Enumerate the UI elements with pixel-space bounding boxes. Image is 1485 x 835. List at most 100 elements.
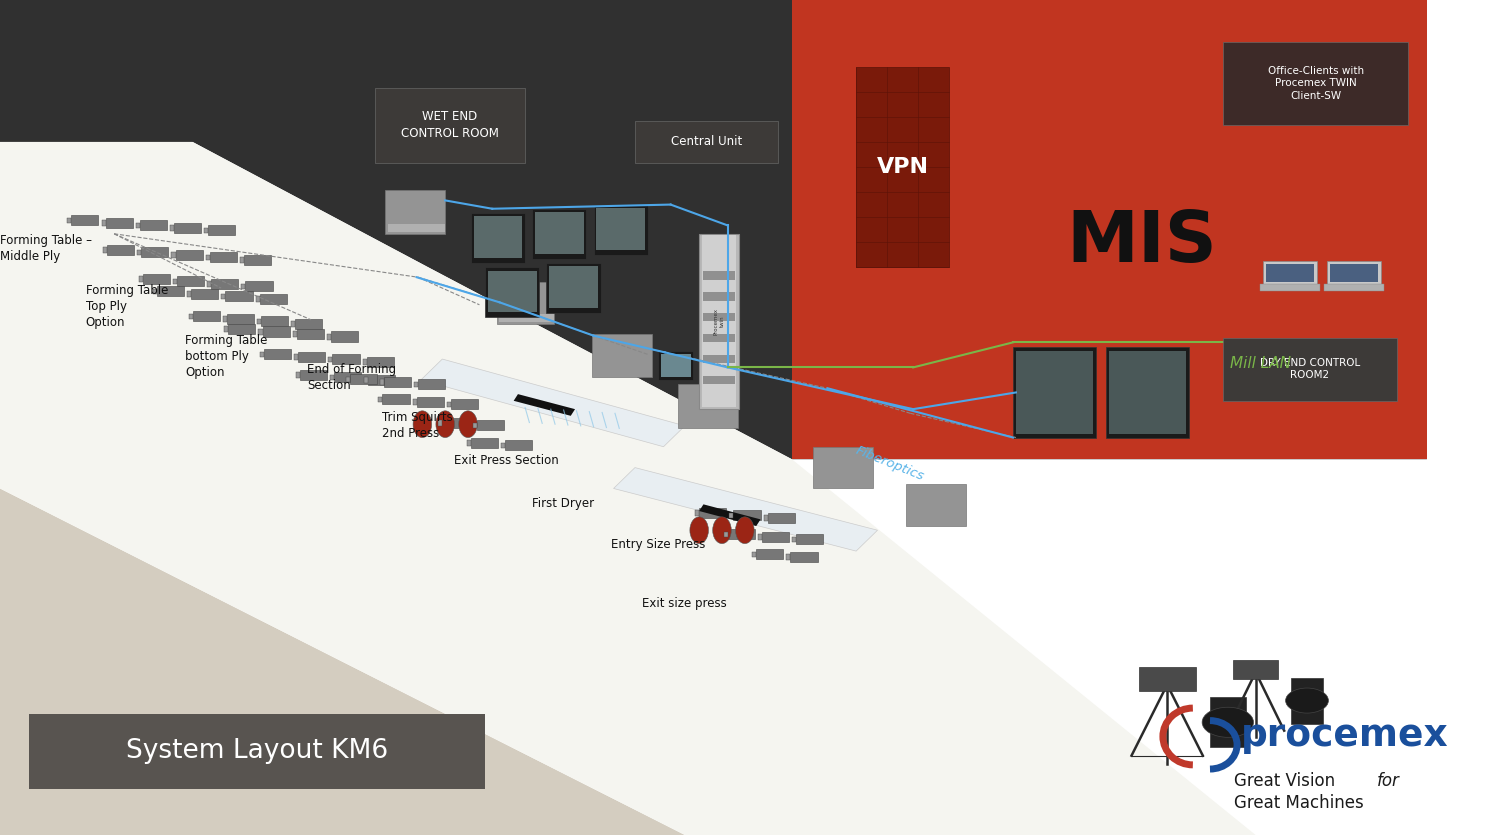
Ellipse shape — [413, 411, 432, 438]
Bar — [1262, 261, 1317, 284]
Bar — [792, 537, 796, 543]
Bar — [328, 357, 333, 362]
Bar — [658, 351, 693, 380]
Bar — [796, 534, 823, 544]
Polygon shape — [420, 359, 685, 447]
Bar — [241, 257, 244, 263]
Bar — [1016, 351, 1093, 434]
Bar — [226, 291, 252, 301]
Circle shape — [1203, 707, 1253, 737]
Bar — [1265, 264, 1314, 282]
Bar — [549, 266, 598, 308]
Bar — [438, 420, 443, 426]
Bar — [229, 324, 255, 334]
Bar — [906, 484, 965, 526]
Bar — [258, 329, 263, 335]
Bar — [300, 370, 327, 380]
Bar — [263, 326, 290, 337]
Text: WET END
CONTROL ROOM: WET END CONTROL ROOM — [401, 110, 499, 140]
Bar — [296, 372, 300, 378]
Bar — [704, 334, 735, 342]
Ellipse shape — [735, 517, 754, 544]
Bar — [330, 375, 334, 381]
Bar — [157, 286, 184, 296]
Bar — [141, 247, 168, 257]
Text: procemex: procemex — [1241, 718, 1449, 755]
Bar — [101, 220, 105, 226]
Bar — [419, 379, 446, 389]
Bar — [1233, 660, 1279, 679]
Bar — [143, 274, 169, 284]
Bar — [677, 384, 738, 428]
Bar — [472, 423, 477, 428]
Bar — [417, 397, 444, 407]
Bar — [413, 399, 417, 405]
Bar — [699, 234, 740, 409]
Text: Mill LAN: Mill LAN — [1230, 356, 1290, 371]
Text: VPN: VPN — [876, 157, 928, 177]
Bar — [383, 394, 410, 404]
Bar — [244, 255, 272, 265]
FancyBboxPatch shape — [376, 88, 526, 163]
Bar — [447, 402, 451, 407]
Bar — [704, 355, 735, 363]
Bar — [704, 292, 735, 301]
FancyBboxPatch shape — [1222, 338, 1397, 401]
Bar — [471, 213, 526, 263]
Bar — [293, 331, 297, 337]
Bar — [505, 440, 532, 450]
Bar — [753, 552, 756, 558]
Bar — [704, 376, 735, 384]
Ellipse shape — [459, 411, 477, 438]
Text: Forming Table –
Middle Ply: Forming Table – Middle Ply — [0, 234, 92, 263]
Bar — [763, 515, 768, 521]
Bar — [471, 438, 497, 448]
Bar — [223, 316, 227, 322]
Bar — [261, 316, 288, 326]
Bar — [264, 349, 291, 359]
Bar — [169, 225, 174, 231]
Bar — [257, 319, 261, 325]
Bar — [814, 447, 873, 488]
Bar — [1328, 261, 1381, 284]
Bar — [333, 354, 359, 364]
Bar — [71, 215, 98, 225]
Ellipse shape — [437, 411, 454, 438]
Bar — [346, 377, 349, 382]
Text: Office-Clients with
Procemex TWIN
Client-SW: Office-Clients with Procemex TWIN Client… — [1268, 66, 1363, 101]
Bar — [1106, 347, 1188, 438]
Bar — [477, 420, 503, 430]
Bar — [500, 443, 505, 448]
Text: Procemex
twin: Procemex twin — [714, 308, 725, 335]
Bar — [153, 289, 157, 295]
Polygon shape — [514, 394, 575, 416]
Bar — [451, 399, 478, 409]
Text: Forming Table
Top Ply
Option: Forming Table Top Ply Option — [86, 284, 168, 329]
Bar — [172, 279, 177, 285]
FancyBboxPatch shape — [1222, 42, 1408, 125]
Bar — [466, 440, 471, 446]
Text: Great Machines: Great Machines — [1234, 794, 1365, 812]
Polygon shape — [613, 468, 878, 551]
Polygon shape — [0, 0, 1427, 459]
Bar — [174, 223, 200, 233]
Bar — [768, 513, 794, 523]
Bar — [388, 224, 446, 232]
Text: Great Vision: Great Vision — [1234, 772, 1341, 790]
Bar — [67, 218, 71, 224]
Bar — [704, 271, 735, 280]
Bar — [296, 319, 322, 329]
Text: Exit size press: Exit size press — [642, 597, 726, 610]
Bar — [1139, 667, 1195, 691]
Text: Central Unit: Central Unit — [671, 135, 742, 149]
Bar — [1325, 284, 1384, 291]
FancyBboxPatch shape — [636, 121, 778, 163]
Text: System Layout KM6: System Layout KM6 — [126, 738, 388, 765]
Bar — [327, 334, 331, 340]
Bar — [260, 352, 264, 357]
Bar — [187, 291, 192, 297]
Bar — [177, 276, 203, 286]
Bar — [857, 67, 949, 267]
Bar — [695, 510, 699, 516]
Polygon shape — [792, 0, 1427, 459]
